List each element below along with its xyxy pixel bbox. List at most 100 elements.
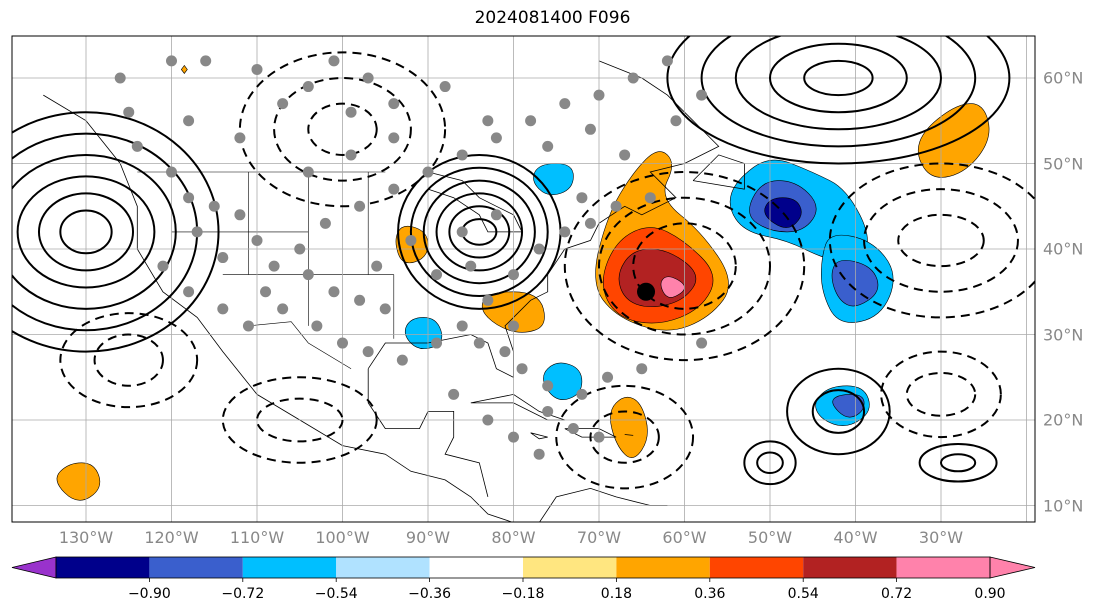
station-dot-73 <box>456 226 468 238</box>
station-dot-64 <box>482 115 494 127</box>
shading-region-17 <box>56 462 101 501</box>
station-dot-48 <box>490 132 502 144</box>
station-dot-68 <box>670 115 682 127</box>
station-dot-51 <box>593 89 605 101</box>
contour-dashed-25 <box>238 51 447 208</box>
shading-region-13 <box>832 394 865 418</box>
contour-dashed-31 <box>897 213 985 268</box>
colorbar-level-label: 0.18 <box>600 586 632 602</box>
station-dot-57 <box>251 63 263 75</box>
coast-line-9 <box>427 171 523 233</box>
contour-dashed-23 <box>307 102 378 156</box>
contour-solid-18 <box>743 440 797 486</box>
station-dot-23 <box>473 337 485 349</box>
contour-dashed-39 <box>880 350 1002 439</box>
station-dot-52 <box>627 72 639 84</box>
colorbar-level-label: −0.72 <box>221 586 265 602</box>
contour-solid-13 <box>769 42 908 114</box>
colorbar-level-label: −0.36 <box>408 586 452 602</box>
station-dot-89 <box>508 320 519 332</box>
contour-dashed-26 <box>93 333 164 387</box>
station-dot-9 <box>251 234 263 246</box>
colorbar-arrow-min <box>11 556 57 579</box>
station-dot-24 <box>499 346 511 358</box>
station-dot-5 <box>208 200 220 212</box>
colorbar-segment-4 <box>429 557 523 578</box>
colorbar-segment-1 <box>149 557 243 578</box>
station-dot-50 <box>559 98 571 110</box>
colorbar-segment-5 <box>523 557 617 578</box>
contour-solid-14 <box>734 36 942 131</box>
station-dot-88 <box>482 294 494 306</box>
contour-dashed-28 <box>632 222 737 310</box>
station-dot-15 <box>242 320 254 332</box>
station-dot-1 <box>123 106 135 118</box>
station-dot-54 <box>388 132 400 144</box>
station-dot-55 <box>345 106 357 118</box>
contour-solid-17 <box>756 451 784 475</box>
shading-region-8 <box>831 260 879 307</box>
station-dot-40 <box>217 303 229 315</box>
station-dot-76 <box>508 269 519 281</box>
station-dot-53 <box>661 55 673 67</box>
storm-center-dot <box>637 282 656 301</box>
colorbar-level-label: 0.72 <box>881 586 913 602</box>
station-dot-16 <box>277 303 289 315</box>
shading-region-11 <box>543 362 583 400</box>
station-dot-69 <box>696 89 708 101</box>
station-dot-14 <box>379 303 391 315</box>
station-dot-30 <box>448 388 460 400</box>
station-dot-17 <box>311 320 323 332</box>
station-dot-28 <box>567 423 579 435</box>
coast-line-4 <box>564 428 617 438</box>
contour-solid-1 <box>37 192 135 272</box>
shading-region-16 <box>533 163 574 196</box>
lat-label: 60°N <box>1043 68 1084 88</box>
station-dot-59 <box>166 55 177 67</box>
station-dot-10 <box>268 260 280 272</box>
station-dot-67 <box>619 149 631 161</box>
station-dot-6 <box>234 209 246 221</box>
station-dots <box>114 55 708 460</box>
station-dot-0 <box>114 72 126 84</box>
colorbar-level-label: 0.90 <box>974 586 1006 602</box>
lon-label: 60°W <box>662 528 707 547</box>
station-dot-62 <box>388 98 400 110</box>
contour-solid-16 <box>666 36 1011 165</box>
contour-solid-8 <box>435 192 524 272</box>
anomaly-shading <box>56 103 990 501</box>
colorbar-level-label: −0.54 <box>314 586 358 602</box>
shading-region-6 <box>764 197 802 228</box>
contour-solid-7 <box>448 205 511 259</box>
station-dot-58 <box>200 55 212 67</box>
contour-solid-12 <box>803 59 874 97</box>
colorbar-segment-2 <box>242 557 337 578</box>
contour-solid-5 <box>12 111 220 353</box>
lat-label: 20°N <box>1043 410 1084 430</box>
station-dot-86 <box>431 269 443 281</box>
station-dot-81 <box>234 132 246 144</box>
station-dot-26 <box>542 380 554 392</box>
station-dot-12 <box>328 286 340 298</box>
lat-label: 40°N <box>1043 239 1084 259</box>
contour-solid-20 <box>786 367 891 456</box>
lat-label: 50°N <box>1043 154 1084 173</box>
station-dot-87 <box>371 260 383 272</box>
station-dot-45 <box>388 183 400 195</box>
station-dot-85 <box>405 234 417 246</box>
contour-solid-22 <box>918 442 998 483</box>
station-dot-33 <box>533 448 545 460</box>
shading-region-3 <box>660 276 685 298</box>
station-dot-77 <box>533 243 545 255</box>
station-dot-61 <box>345 149 357 161</box>
border-line-7 <box>248 321 352 369</box>
colorbar-level-label: −0.18 <box>501 586 545 602</box>
station-dot-83 <box>328 55 340 67</box>
station-dot-2 <box>131 140 143 152</box>
station-dot-71 <box>610 200 622 212</box>
station-dot-63 <box>439 81 451 93</box>
station-dot-47 <box>456 149 468 161</box>
colorbar-segment-3 <box>336 557 430 578</box>
contour-dashed-35 <box>555 384 695 490</box>
colorbar <box>11 556 1036 582</box>
